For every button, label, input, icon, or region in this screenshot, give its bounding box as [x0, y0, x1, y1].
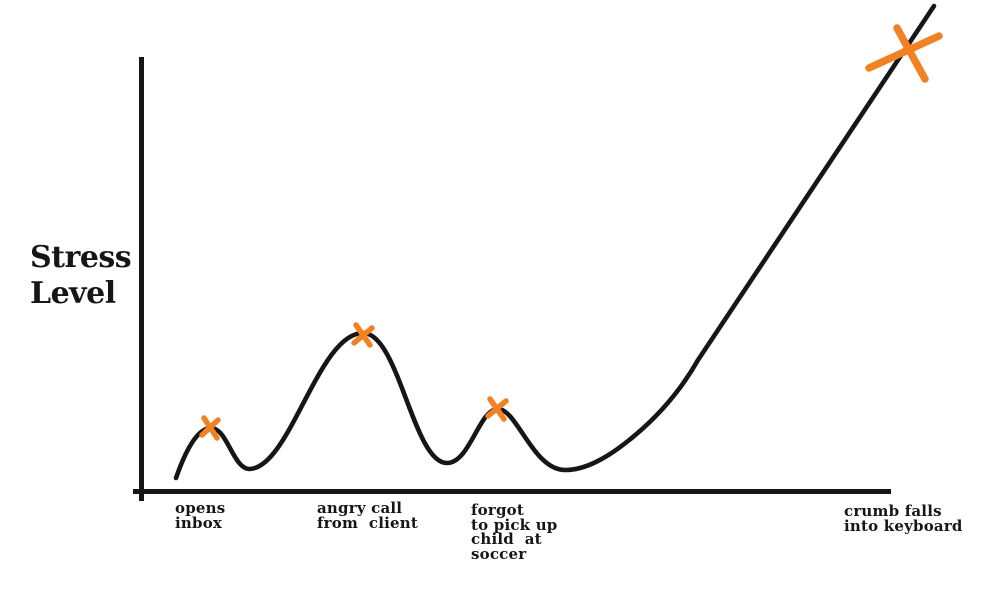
x-label-forgot-child: forgot to pick up child at soccer — [471, 503, 558, 561]
x-label-line: soccer — [471, 544, 527, 563]
x-label-line: from client — [317, 513, 418, 532]
x-label-line: forgot — [471, 501, 524, 519]
x-label-line: angry call — [317, 499, 403, 517]
x-label-line: inbox — [175, 513, 223, 532]
marker-x-forgot-child — [485, 396, 509, 422]
y-axis-title-line-1: Stress — [30, 240, 132, 275]
marker-x-opens-inbox — [199, 415, 221, 441]
y-axis-title: Stress Level — [30, 240, 132, 312]
x-label-line: into keyboard — [844, 516, 963, 535]
marker-x-angry-call — [351, 322, 375, 348]
x-label-line: to pick up — [471, 515, 558, 534]
x-label-angry-call: angry call from client — [317, 501, 418, 530]
x-label-line: opens — [175, 499, 226, 517]
x-label-line: crumb falls — [844, 502, 942, 520]
marker-x-crumb-keyboard — [865, 24, 943, 83]
x-label-opens-inbox: opens inbox — [175, 501, 225, 530]
y-axis-title-line-2: Level — [30, 276, 116, 311]
x-label-line: child at — [471, 530, 542, 548]
x-label-crumb-keyboard: crumb falls into keyboard — [844, 504, 963, 533]
stress-curve — [173, 3, 937, 481]
